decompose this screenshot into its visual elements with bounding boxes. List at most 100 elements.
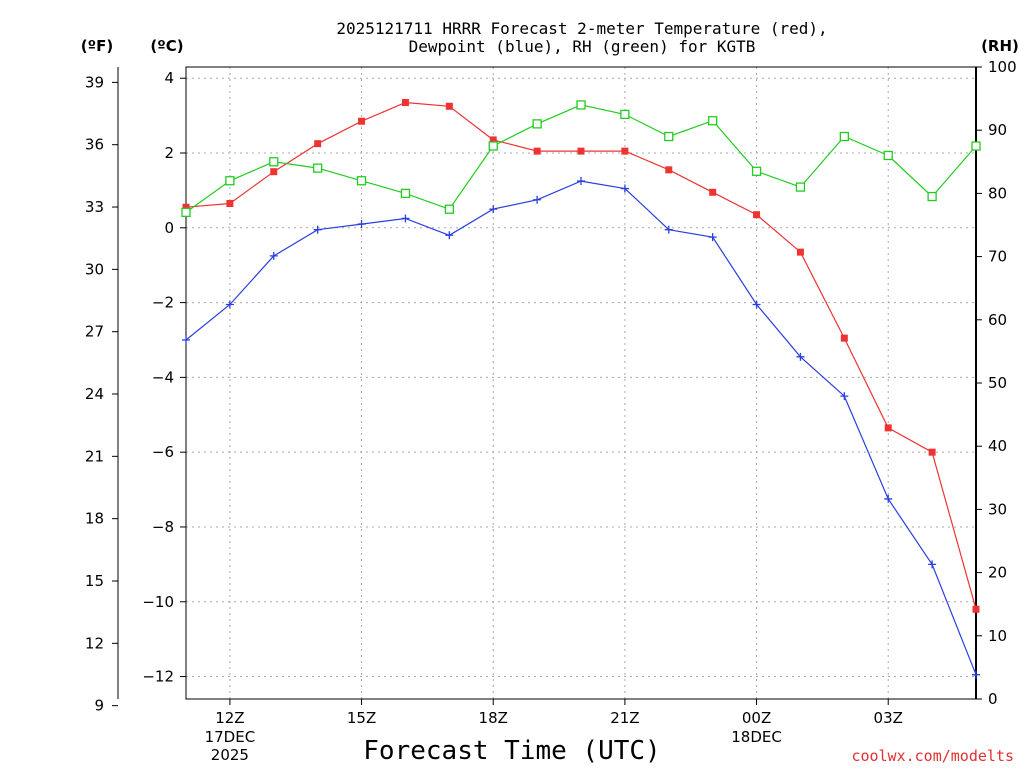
rh-tick-label: 10 [988,627,1007,645]
fahrenheit-tick-label: 9 [94,697,104,715]
rh-point [708,116,718,126]
temperature-point [621,147,629,155]
rh-point [620,109,630,120]
temperature-point [972,605,980,613]
rh-point [269,157,279,167]
temperature-point [840,334,848,342]
rh-tick-label: 60 [988,311,1007,329]
fahrenheit-tick-label: 15 [85,572,104,590]
rh-tick-label: 40 [988,437,1007,455]
dewpoint-point [445,231,454,240]
x-tick-year-label: 2025 [211,746,249,764]
fahrenheit-tick-label: 18 [85,510,104,528]
celsius-tick-label: −6 [152,443,174,461]
celsius-tick-label: 4 [164,69,174,87]
dewpoint-series-line [185,180,977,675]
fahrenheit-unit-label: (ºF) [81,37,113,55]
temperature-point [314,140,322,148]
dewpoint-point [664,225,673,234]
dewpoint-point [401,214,410,223]
celsius-tick-label: −10 [142,593,174,611]
temperature-point [753,211,761,219]
rh-point [971,141,981,151]
dewpoint-point [796,352,805,361]
rh-tick-label: 90 [988,121,1007,139]
celsius-tick-label: 2 [164,144,174,162]
celsius-tick-label: −8 [152,518,174,536]
fahrenheit-tick-label: 33 [85,198,104,216]
dewpoint-point [752,300,761,309]
rh-point [225,176,235,186]
x-axis-label: Forecast Time (UTC) [363,736,660,766]
rh-tick-label: 20 [988,564,1007,582]
fahrenheit-tick-label: 27 [85,323,104,341]
chart-title-line1: 2025121711 HRRR Forecast 2-meter Tempera… [336,19,827,38]
fahrenheit-tick-label: 12 [85,634,104,652]
celsius-tick-label: −12 [142,668,174,686]
rh-point [839,131,849,142]
temperature-point [577,147,585,155]
temperature-point [884,424,892,432]
dewpoint-point [708,233,717,242]
dewpoint-point [577,177,585,186]
dewpoint-point [533,195,542,204]
rh-point [356,176,367,186]
rh-tick-label: 80 [988,184,1007,202]
x-tick-label: 18Z [479,709,508,727]
dewpoint-point [182,335,190,344]
series [181,99,981,679]
rh-tick-label: 50 [988,374,1007,392]
rh-point [664,131,674,142]
dewpoint-point [620,184,629,193]
temperature-point [533,147,541,155]
dewpoint-point [884,494,893,503]
dewpoint-point [313,225,322,234]
temperature-point [445,102,453,110]
rh-tick-label: 0 [988,690,998,708]
rh-point [883,150,893,161]
dewpoint-point [269,251,278,260]
plot-frame [185,66,977,700]
dewpoint-point [489,205,498,214]
x-tick-label: 21Z [610,709,639,727]
celsius-unit-label: (ºC) [150,37,183,55]
temperature-point [270,168,278,176]
rh-point [576,100,586,110]
rh-point [181,207,191,218]
rh-tick-label: 100 [988,58,1017,76]
temperature-point [489,136,497,144]
rh-point [400,188,411,199]
temperature-point [796,248,804,256]
fahrenheit-tick-label: 30 [85,260,104,278]
chart-title-line2: Dewpoint (blue), RH (green) for KGTB [409,37,756,56]
celsius-tick-label: −2 [152,294,174,312]
temperature-point [928,448,936,456]
fahrenheit-tick-label: 21 [85,447,104,465]
rh-series-line [185,104,977,213]
x-tick-label: 00Z [742,709,771,727]
gridlines [186,67,976,699]
temperature-point [709,188,717,196]
celsius-tick-label: −4 [152,368,174,386]
rh-tick-label: 30 [988,500,1007,518]
rh-point [795,182,806,192]
rh-point [751,166,762,176]
rh-point [444,204,454,214]
celsius-tick-label: 0 [164,219,174,237]
rh-point [313,163,323,173]
x-tick-label: 03Z [874,709,903,727]
temperature-point [226,199,234,207]
temperature-point [358,117,366,125]
x-tick-label: 15Z [347,709,376,727]
rh-tick-label: 70 [988,248,1007,266]
dewpoint-point [225,300,234,309]
x-tick-date-label: 17DEC [205,728,256,746]
credit-label: coolwx.com/modelts [851,747,1014,765]
dewpoint-point [840,392,849,401]
rh-point [927,191,937,202]
dewpoint-point [357,220,366,229]
x-tick-date-label: 18DEC [731,728,782,746]
fahrenheit-tick-label: 36 [85,136,104,154]
